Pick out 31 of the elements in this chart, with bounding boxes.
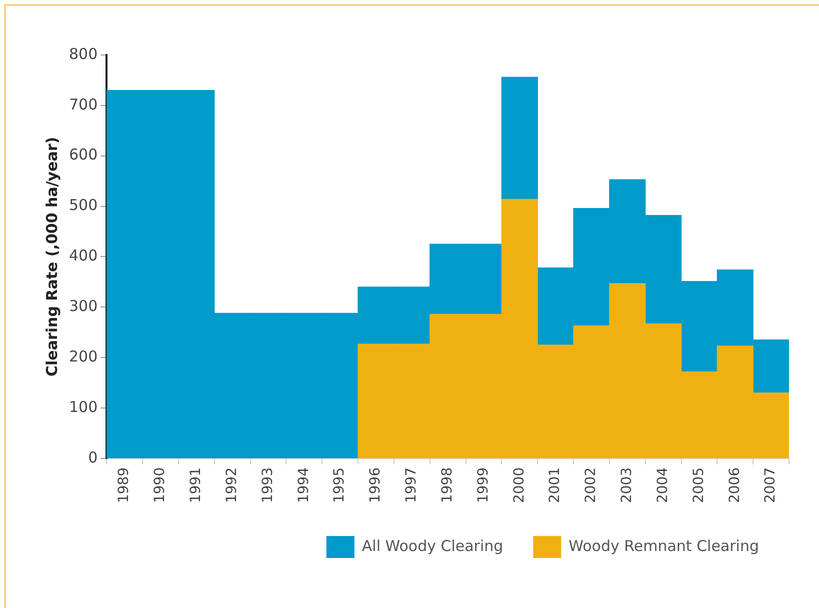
x-tick-label: 2007 (762, 467, 779, 504)
x-tick-label: 1994 (296, 467, 312, 504)
y-tick-label: 100 (68, 398, 98, 416)
y-tick-label: 200 (68, 347, 98, 366)
x-tick-label: 1990 (152, 467, 168, 504)
x-tick-label: 2000 (511, 467, 528, 504)
x-tick-label: 1999 (475, 467, 492, 504)
x-tick-label: 1993 (260, 467, 276, 504)
x-tick-label: 1991 (188, 467, 204, 504)
y-tick-label: 600 (68, 146, 98, 164)
legend-label: Woody Remnant Clearing (568, 536, 759, 555)
x-tick-label: 1995 (332, 467, 348, 504)
x-tick-label: 1989 (116, 467, 132, 504)
x-tick-label: 2003 (619, 467, 636, 504)
x-tick-label: 2004 (654, 467, 671, 504)
x-tick-label: 2002 (583, 467, 600, 504)
y-tick-label: 700 (68, 95, 98, 114)
x-tick-label: 2005 (690, 467, 707, 504)
y-tick-label: 400 (68, 246, 98, 265)
x-tick-label: 1996 (368, 467, 384, 504)
x-tick-label: 1998 (439, 467, 456, 504)
y-tick-label: 800 (68, 44, 98, 63)
x-tick-label: 2006 (726, 467, 743, 504)
y-tick-label: 0 (88, 448, 98, 466)
x-tick-label: 1997 (404, 467, 420, 504)
y-tick-label: 500 (68, 196, 98, 214)
x-tick-label: 1992 (224, 467, 240, 504)
legend-label: All Woody Clearing (362, 536, 504, 555)
y-tick-label: 300 (68, 297, 98, 315)
x-tick-label: 2001 (547, 467, 564, 504)
y-axis-title: Clearing Rate (,000 ha/year) (42, 136, 61, 376)
